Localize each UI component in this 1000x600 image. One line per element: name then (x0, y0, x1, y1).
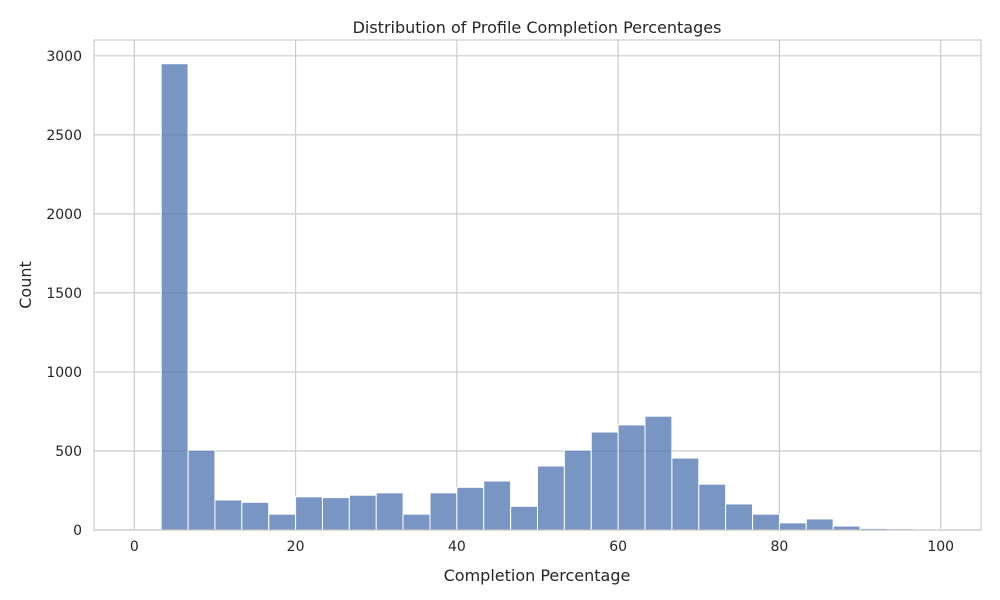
x-tick-label: 0 (130, 539, 139, 555)
histogram-bar (563, 449, 592, 531)
x-tick-label: 60 (609, 539, 627, 555)
x-grid-lines (133, 40, 942, 530)
x-axis-title: Completion Percentage (444, 566, 631, 585)
histogram-bar (644, 415, 673, 531)
x-tick-labels: 0 20 40 60 80 100 (130, 539, 954, 555)
histogram-bar (429, 492, 458, 531)
histogram-bar (483, 480, 512, 531)
y-grid-lines (94, 55, 981, 531)
histogram-bar (348, 494, 377, 531)
histogram-bar (268, 513, 297, 531)
histogram-bar (537, 465, 565, 531)
histogram-bar (805, 518, 834, 531)
histogram-bars (160, 63, 942, 531)
y-tick-label: 2500 (46, 128, 82, 144)
y-tick-label: 2000 (46, 207, 82, 223)
plot-frame (93, 39, 982, 531)
x-tick-label: 80 (770, 539, 788, 555)
y-tick-label: 3000 (46, 49, 82, 65)
y-tick-label: 0 (73, 523, 82, 539)
histogram-bar (375, 492, 404, 531)
y-tick-label: 1000 (46, 365, 82, 381)
x-tick-label: 100 (927, 539, 954, 555)
histogram-bar (752, 513, 780, 531)
histogram-bar (698, 483, 727, 531)
histogram-bar (321, 497, 350, 531)
chart-title: Distribution of Profile Completion Perce… (353, 18, 722, 37)
histogram-bar (778, 522, 807, 531)
histogram-bar (295, 496, 323, 531)
histogram-bar (725, 503, 754, 531)
histogram-bar (671, 457, 700, 531)
y-axis-title: Count (16, 261, 35, 309)
x-tick-label: 40 (448, 539, 466, 555)
histogram-bar (160, 63, 189, 531)
histogram-bar (214, 499, 243, 531)
histogram-bar (617, 424, 646, 531)
histogram-bar (402, 513, 431, 531)
histogram-bar (241, 501, 270, 531)
histogram-bar (456, 486, 485, 531)
histogram-bar (187, 449, 216, 531)
x-tick-label: 20 (287, 539, 305, 555)
y-tick-label: 500 (55, 444, 82, 460)
histogram-bar (590, 431, 619, 531)
histogram-bar (510, 505, 539, 531)
y-tick-label: 1500 (46, 286, 82, 302)
y-tick-labels: 0 500 1000 1500 2000 2500 3000 (46, 49, 82, 539)
